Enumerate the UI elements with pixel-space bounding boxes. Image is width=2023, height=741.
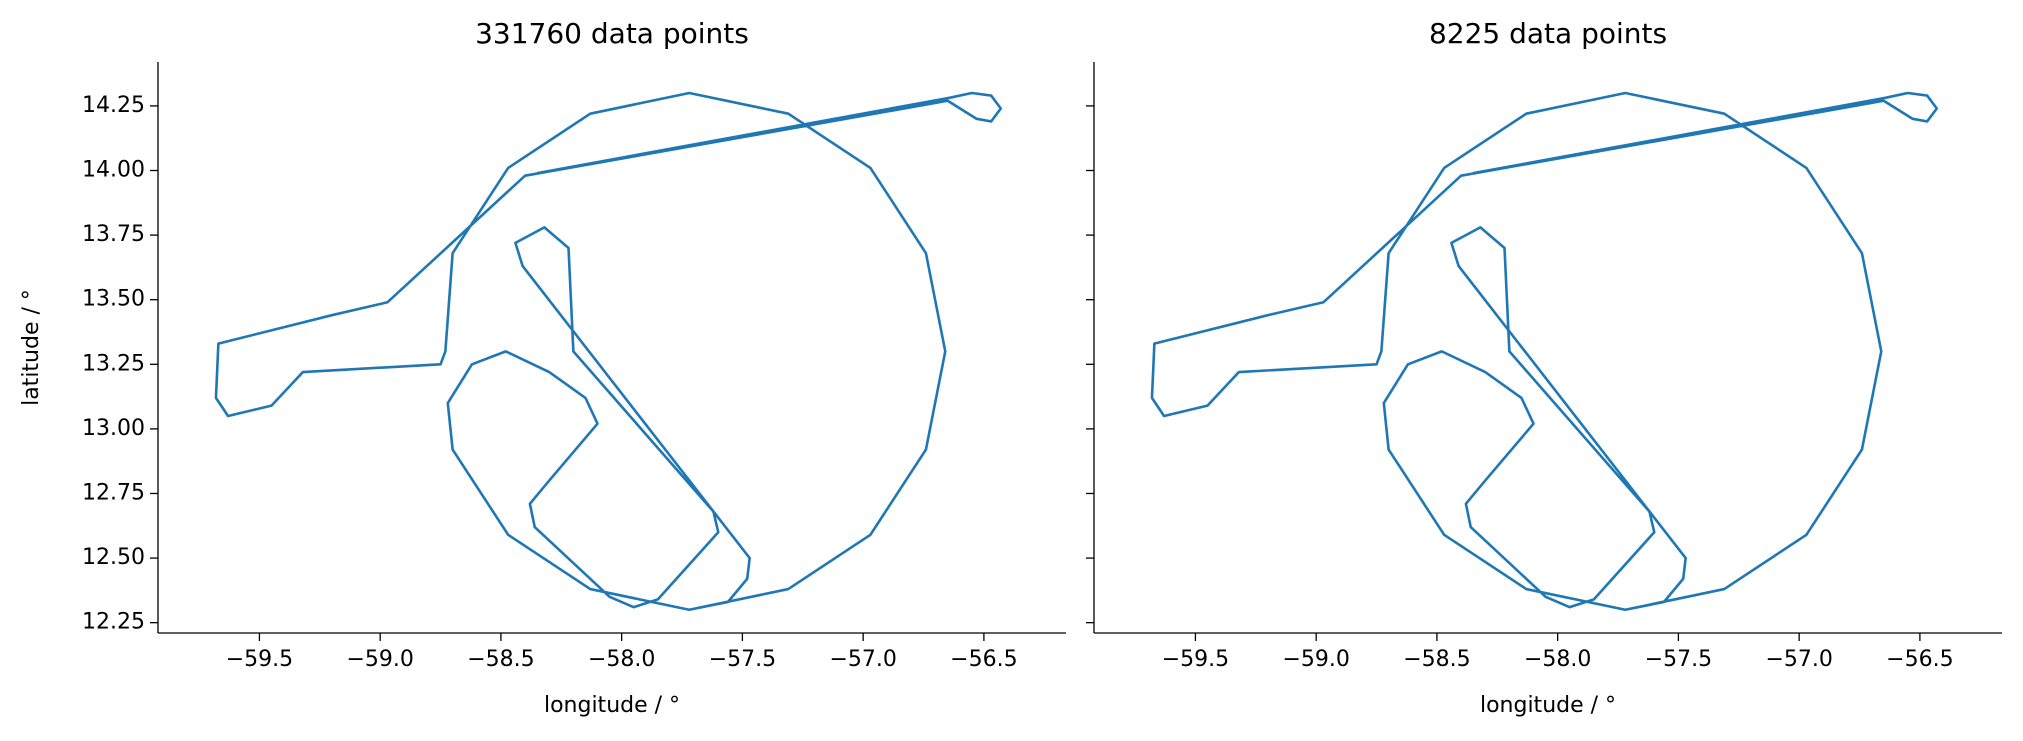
chart-title: 8225 data points	[1429, 17, 1667, 50]
x-tick-label: −58.5	[467, 647, 534, 672]
x-tick-label: −59.5	[1162, 647, 1229, 672]
x-tick-label: −57.0	[829, 647, 896, 672]
x-tick-label: −59.0	[1282, 647, 1349, 672]
x-tick-label: −57.5	[1645, 647, 1712, 672]
y-tick-label: 12.75	[82, 480, 145, 505]
x-axis-label: longitude / °	[544, 693, 680, 718]
x-tick-label: −58.0	[588, 647, 655, 672]
x-tick-label: −57.0	[1765, 647, 1832, 672]
x-tick-label: −57.5	[709, 647, 776, 672]
x-tick-label: −58.5	[1403, 647, 1470, 672]
y-tick-label: 13.00	[82, 416, 145, 441]
x-tick-label: −59.5	[226, 647, 293, 672]
y-tick-label: 12.25	[82, 610, 145, 635]
x-tick-label: −59.0	[346, 647, 413, 672]
y-tick-label: 14.25	[82, 93, 145, 118]
x-tick-label: −58.0	[1524, 647, 1591, 672]
x-tick-label: −56.5	[1886, 647, 1953, 672]
chart-title: 331760 data points	[475, 17, 749, 50]
y-tick-label: 13.50	[82, 287, 145, 312]
x-tick-label: −56.5	[950, 647, 1017, 672]
y-tick-label: 12.50	[82, 545, 145, 570]
y-tick-label: 14.00	[82, 158, 145, 183]
track-line	[1150, 91, 1939, 612]
y-tick-label: 13.75	[82, 222, 145, 247]
x-axis-label: longitude / °	[1480, 693, 1616, 718]
y-axis-label: latitude / °	[19, 289, 44, 406]
y-tick-label: 13.25	[82, 351, 145, 376]
track-line	[214, 91, 1003, 612]
